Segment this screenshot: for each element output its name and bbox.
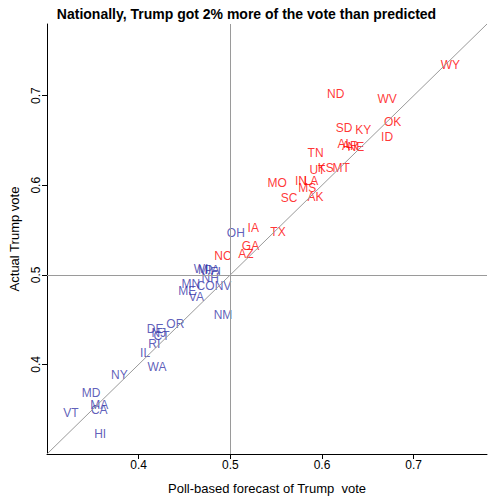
svg-text:0.6: 0.6: [314, 458, 331, 472]
svg-text:0.7: 0.7: [29, 87, 43, 104]
svg-text:Actual Trump vote: Actual Trump vote: [7, 187, 22, 292]
svg-text:WA: WA: [148, 360, 167, 374]
svg-text:MO: MO: [267, 176, 286, 190]
svg-text:Poll-based forecast of Trump: Poll-based forecast of Trump vote: [168, 481, 366, 496]
svg-text:VT: VT: [63, 406, 79, 420]
svg-text:SC: SC: [281, 191, 298, 205]
svg-text:0.7: 0.7: [405, 458, 422, 472]
svg-text:Nationally, Trump got 2% more: Nationally, Trump got 2% more of the vot…: [57, 6, 436, 22]
svg-text:HI: HI: [94, 427, 106, 441]
svg-text:0.5: 0.5: [222, 458, 239, 472]
svg-text:TX: TX: [270, 225, 285, 239]
svg-text:0.6: 0.6: [29, 177, 43, 194]
svg-text:NY: NY: [111, 368, 128, 382]
svg-text:NM: NM: [214, 308, 233, 322]
svg-text:KS: KS: [318, 161, 334, 175]
svg-text:CA: CA: [91, 403, 108, 417]
svg-text:WV: WV: [377, 92, 396, 106]
svg-text:LA: LA: [304, 174, 319, 188]
svg-text:TN: TN: [308, 146, 324, 160]
svg-text:0.4: 0.4: [130, 458, 147, 472]
svg-text:KY: KY: [355, 123, 371, 137]
svg-text:IA: IA: [248, 221, 259, 235]
svg-text:NC: NC: [214, 249, 232, 263]
svg-text:0.4: 0.4: [29, 356, 43, 373]
svg-text:0.5: 0.5: [29, 266, 43, 283]
svg-text:ND: ND: [327, 87, 345, 101]
svg-text:ID: ID: [381, 130, 393, 144]
svg-text:OH: OH: [227, 226, 245, 240]
svg-text:SD: SD: [336, 121, 353, 135]
svg-text:MT: MT: [333, 161, 351, 175]
